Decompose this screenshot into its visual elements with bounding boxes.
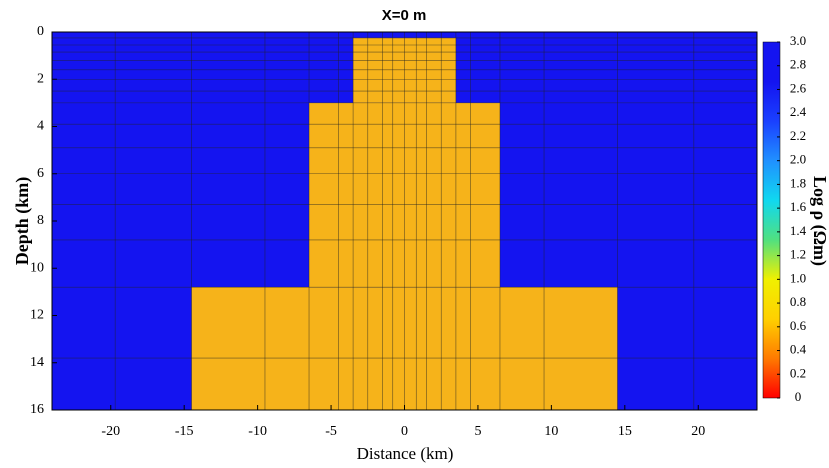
y-tick-label: 14 [30,355,44,370]
colorbar-tick-label: 2.4 [790,104,807,119]
x-tick-label: 5 [474,424,481,439]
chart-title: X=0 m [382,7,427,24]
colorbar-tick-label: 0.4 [790,342,807,357]
y-tick-label: 12 [30,308,44,323]
x-tick-label: -20 [101,424,120,439]
colorbar-tick-label: 2.2 [790,128,806,143]
y-tick-label: 16 [30,402,44,417]
colorbar-tick-label: 1.4 [790,223,807,238]
y-tick-label: 2 [37,71,44,86]
y-tick-label: 6 [37,166,44,181]
x-tick-label: -15 [175,424,194,439]
x-tick-label: 20 [691,424,705,439]
y-tick-label: 4 [37,119,44,134]
colorbar-tick-label: 0.8 [790,294,806,309]
colorbar-tick-label: 1.6 [790,199,807,214]
colorbar-tick-label: 0.6 [790,318,807,333]
colorbar-tick-label: 1.0 [790,270,806,285]
x-tick-label: 15 [618,424,632,439]
y-axis-label: Depth (km) [12,177,33,266]
colorbar-tick-label: 3.0 [790,33,806,48]
y-tick-label: 10 [30,260,44,275]
x-axis-label: Distance (km) [357,444,454,463]
colorbar [762,41,781,399]
colorbar-tick-label: 1.2 [790,247,806,262]
colorbar-tick-label: 1.8 [790,175,806,190]
y-tick-label: 0 [37,24,44,39]
colorbar-tick-label: 0.2 [790,365,806,380]
x-tick-label: -5 [325,424,337,439]
colorbar-tick-label: 2.8 [790,57,806,72]
colorbar-tick-label: 2.0 [790,152,806,167]
colorbar-tick-label: 0 [795,389,802,404]
x-tick-label: 10 [544,424,558,439]
colorbar-tick-label: 2.6 [790,80,807,95]
y-tick-label: 8 [37,213,44,228]
colorbar-label: Log ρ (Ωm) [809,176,829,266]
x-tick-label: 0 [401,424,408,439]
x-tick-label: -10 [248,424,267,439]
